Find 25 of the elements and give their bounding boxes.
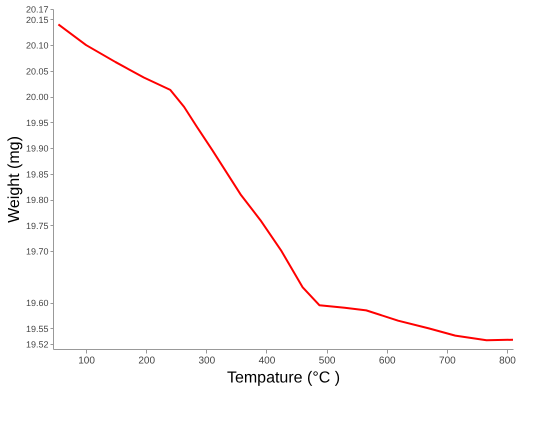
- y-tick-label: 20.05: [26, 66, 48, 76]
- x-tick-label: 700: [439, 356, 456, 366]
- y-tick-label: 19.85: [26, 169, 48, 180]
- y-tick-label: 19.55: [26, 324, 48, 334]
- y-tick-label: 20.00: [26, 92, 48, 102]
- x-axis-title: Tempature (°C ): [226, 370, 340, 386]
- y-axis-title: Weight (mg): [6, 136, 23, 223]
- x-tick-label: 800: [499, 356, 516, 366]
- y-tick-label: 19.60: [26, 298, 48, 308]
- x-tick-label: 200: [138, 356, 156, 366]
- y-tick-label: 19.75: [26, 220, 48, 231]
- x-tick-label: 100: [78, 356, 96, 366]
- y-tick-label: 19.70: [26, 246, 48, 257]
- x-tick-label: 400: [258, 356, 276, 366]
- x-tick-label: 600: [378, 356, 396, 366]
- x-tick-label: 500: [318, 356, 336, 366]
- y-tick-label: 19.52: [26, 339, 48, 350]
- y-tick-label: 20.17: [26, 4, 48, 14]
- x-tick-label: 300: [198, 356, 216, 366]
- y-tick-label: 19.80: [26, 195, 48, 206]
- y-tick-label: 20.10: [26, 40, 48, 51]
- y-tick-label: 19.90: [26, 144, 48, 154]
- y-tick-label: 19.95: [26, 118, 48, 128]
- line-series: [57, 23, 514, 342]
- y-tick-label: 20.15: [26, 14, 48, 25]
